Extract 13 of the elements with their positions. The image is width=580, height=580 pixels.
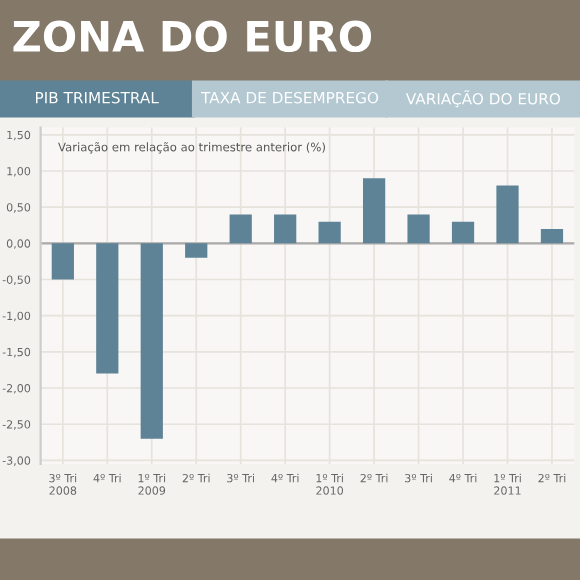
bar xyxy=(451,221,475,244)
bar xyxy=(51,243,74,280)
bar xyxy=(96,243,119,374)
bar xyxy=(407,214,430,244)
bar xyxy=(140,243,163,439)
bar xyxy=(274,214,297,244)
bar xyxy=(540,228,564,244)
bar xyxy=(229,214,252,244)
bar xyxy=(496,185,519,244)
bar xyxy=(185,243,208,258)
chart-title: ZONA DO EURO xyxy=(13,20,372,53)
bar xyxy=(362,178,386,244)
bar xyxy=(318,221,341,244)
